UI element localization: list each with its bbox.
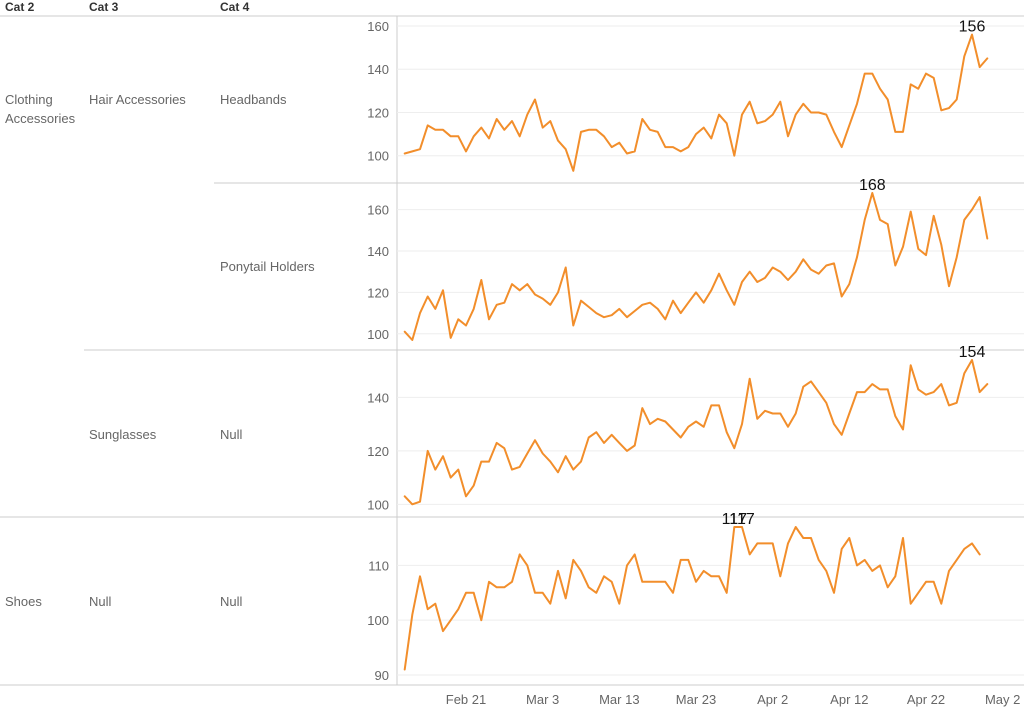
y-tick-label: 160 bbox=[367, 19, 389, 34]
row-1-cat4-label: Headbands bbox=[220, 92, 287, 107]
y-tick-label: 100 bbox=[367, 613, 389, 628]
peak-label: 156 bbox=[959, 19, 986, 36]
series-line-4 bbox=[403, 526, 981, 671]
header-cat4: Cat 4 bbox=[220, 0, 250, 14]
row-1-cat2-label: Clothing Accessories bbox=[5, 90, 75, 128]
row-2-cat4-label: Ponytail Holders bbox=[220, 259, 315, 274]
y-tick-label: 120 bbox=[367, 444, 389, 459]
x-tick-label: Feb 21 bbox=[446, 692, 486, 707]
y-tick-label: 90 bbox=[375, 668, 389, 683]
peak-label: 117 bbox=[729, 511, 755, 528]
series-lines bbox=[403, 33, 989, 671]
series-line-2 bbox=[403, 192, 989, 341]
series-line-1 bbox=[403, 33, 989, 172]
row-4-cat2-label: Shoes bbox=[5, 594, 42, 609]
x-tick-label: Mar 3 bbox=[526, 692, 559, 707]
y-tick-label: 110 bbox=[368, 558, 389, 573]
y-axis-ticks: 100 120 140 160 100 120 140 160 100 120 140 90 100 11… bbox=[367, 19, 389, 683]
y-tick-label: 140 bbox=[367, 62, 389, 77]
row-1-cat2-text: Clothing Accessories bbox=[5, 92, 76, 126]
row-3-cat3-label: Sunglasses bbox=[89, 427, 157, 442]
row-3-cat4-label: Null bbox=[220, 427, 243, 442]
x-tick-label: Apr 2 bbox=[757, 692, 788, 707]
row-4-cat3-label: Null bbox=[89, 594, 112, 609]
row-4-cat4-label: Null bbox=[220, 594, 243, 609]
column-header-bar: Cat 2 Cat 3 Cat 4 bbox=[0, 0, 1024, 16]
peak-label: 168 bbox=[859, 177, 886, 194]
y-tick-label: 140 bbox=[367, 244, 389, 259]
x-tick-label: May 2 bbox=[985, 692, 1020, 707]
gridlines bbox=[397, 25, 1024, 676]
header-cat2: Cat 2 bbox=[5, 0, 35, 14]
x-tick-label: Mar 23 bbox=[676, 692, 716, 707]
x-tick-label: Apr 12 bbox=[830, 692, 868, 707]
y-tick-label: 140 bbox=[367, 390, 389, 405]
y-tick-label: 100 bbox=[367, 149, 389, 164]
row-1-cat3-label: Hair Accessories bbox=[89, 92, 186, 107]
peak-label: 154 bbox=[959, 344, 986, 361]
y-tick-label: 120 bbox=[367, 105, 389, 120]
x-axis-ticks: Feb 21 Mar 3 Mar 13 Mar 23 Apr 2 Apr 12 Apr 22… bbox=[446, 692, 1021, 707]
y-tick-label: 100 bbox=[367, 497, 389, 512]
y-tick-label: 120 bbox=[367, 285, 389, 300]
header-cat3: Cat 3 bbox=[89, 0, 119, 14]
series-line-3 bbox=[403, 359, 989, 506]
x-tick-label: Apr 22 bbox=[907, 692, 945, 707]
x-tick-label: Mar 13 bbox=[599, 692, 639, 707]
y-tick-label: 160 bbox=[367, 203, 389, 218]
y-tick-label: 100 bbox=[367, 327, 389, 342]
peak-label: 117 bbox=[722, 511, 748, 528]
